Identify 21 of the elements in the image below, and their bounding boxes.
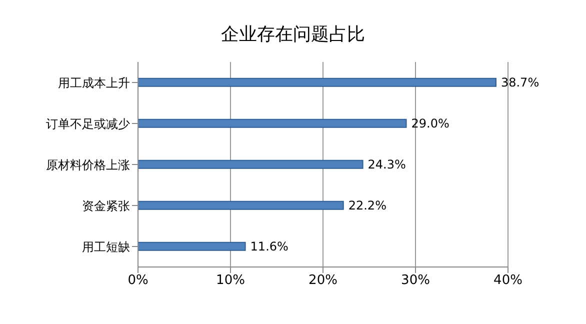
data-label: 38.7% [500, 76, 540, 90]
x-tick-label: 20% [308, 273, 338, 288]
x-tick-label: 40% [494, 273, 522, 288]
data-label: 29.0% [411, 116, 450, 131]
x-tick-label: 0% [128, 273, 148, 288]
bar [138, 118, 407, 128]
bar [138, 78, 496, 87]
data-label: 22.2% [348, 198, 386, 213]
chart-title: 企业存在问题占比 [220, 23, 366, 47]
y-tick-label: 用工短缺 [82, 240, 130, 254]
bar [138, 160, 364, 169]
y-tick-label: 订单不足或减少 [46, 116, 130, 131]
y-tick-label: 用工成本上升 [58, 76, 130, 90]
x-tick-label: 30% [401, 273, 430, 288]
bar [138, 200, 344, 210]
data-label: 11.6% [250, 240, 288, 254]
y-tick-label: 资金紧张 [82, 198, 130, 213]
x-tick-label: 10% [216, 273, 245, 288]
data-label: 24.3% [368, 158, 406, 172]
y-tick-label: 原材料价格上涨 [46, 158, 130, 172]
bar [138, 242, 246, 251]
